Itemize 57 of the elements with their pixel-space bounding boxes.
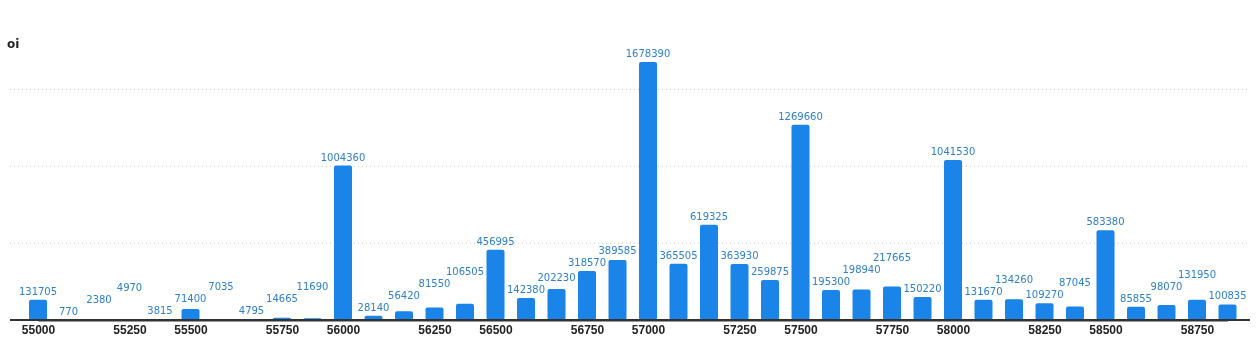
data-label: 770: [58, 305, 79, 317]
data-label: 318570: [567, 257, 607, 269]
data-label: 365505: [659, 249, 698, 261]
data-label: 106505: [445, 265, 485, 277]
data-label: 71400: [174, 293, 207, 305]
data-label: 259875: [750, 266, 790, 278]
data-label: 4970: [116, 281, 143, 293]
x-tick-label: 55250: [113, 322, 148, 337]
data-label: 131950: [1177, 268, 1217, 280]
x-tick-label: 58250: [1028, 322, 1063, 337]
data-label: 14665: [266, 293, 298, 305]
data-label: 87045: [1059, 277, 1091, 289]
data-label: 2380: [86, 293, 112, 305]
y-axis-title: oi: [7, 37, 20, 51]
x-tick-label: 56750: [570, 322, 605, 337]
data-label: 7035: [208, 281, 234, 293]
data-label: 202230: [537, 272, 576, 284]
data-label: 619325: [689, 210, 729, 222]
x-tick-label: 56000: [326, 322, 361, 337]
data-label: 217665: [872, 251, 912, 263]
data-label: 11690: [296, 281, 329, 293]
data-label: 3815: [147, 305, 173, 317]
x-tick-label: 57000: [631, 322, 666, 337]
data-label: 456995: [476, 235, 515, 247]
data-label: 363930: [720, 250, 759, 262]
data-label: 150220: [903, 282, 942, 294]
data-label: 198940: [842, 263, 881, 275]
data-label: 1004360: [320, 151, 366, 163]
data-label: 56420: [388, 289, 420, 301]
x-tick-label: 58750: [1180, 322, 1215, 337]
x-tick-label: 58500: [1089, 322, 1124, 337]
data-label: 1269660: [778, 110, 823, 122]
x-tick-label: 55000: [21, 322, 56, 337]
data-label: 1678390: [625, 48, 671, 59]
x-tick-label: 57250: [723, 322, 758, 337]
data-label: 583380: [1086, 216, 1125, 228]
data-label: 134260: [994, 273, 1034, 285]
data-label: 1041530: [930, 145, 976, 157]
data-label: 81550: [418, 277, 451, 289]
x-tick-label: 56500: [479, 322, 514, 337]
x-tick-label: 57500: [784, 322, 819, 337]
x-tick-label: 57750: [875, 322, 910, 337]
data-label: 142380: [506, 284, 546, 296]
data-label: 100835: [1208, 290, 1247, 302]
data-label: 109270: [1025, 289, 1064, 301]
data-label: 85855: [1120, 292, 1152, 304]
data-label: 98070: [1150, 280, 1183, 292]
data-label: 4795: [238, 305, 265, 317]
x-tick-label: 55500: [174, 322, 209, 337]
x-tick-label: 56250: [418, 322, 453, 337]
data-label: 389585: [598, 245, 637, 257]
data-label: 28140: [357, 301, 390, 313]
data-label: 131670: [964, 285, 1003, 297]
x-tick-label: 55750: [265, 322, 300, 337]
data-label: 195300: [811, 275, 851, 287]
x-tick-label: 58000: [936, 322, 971, 337]
data-label: 131705: [18, 285, 58, 297]
